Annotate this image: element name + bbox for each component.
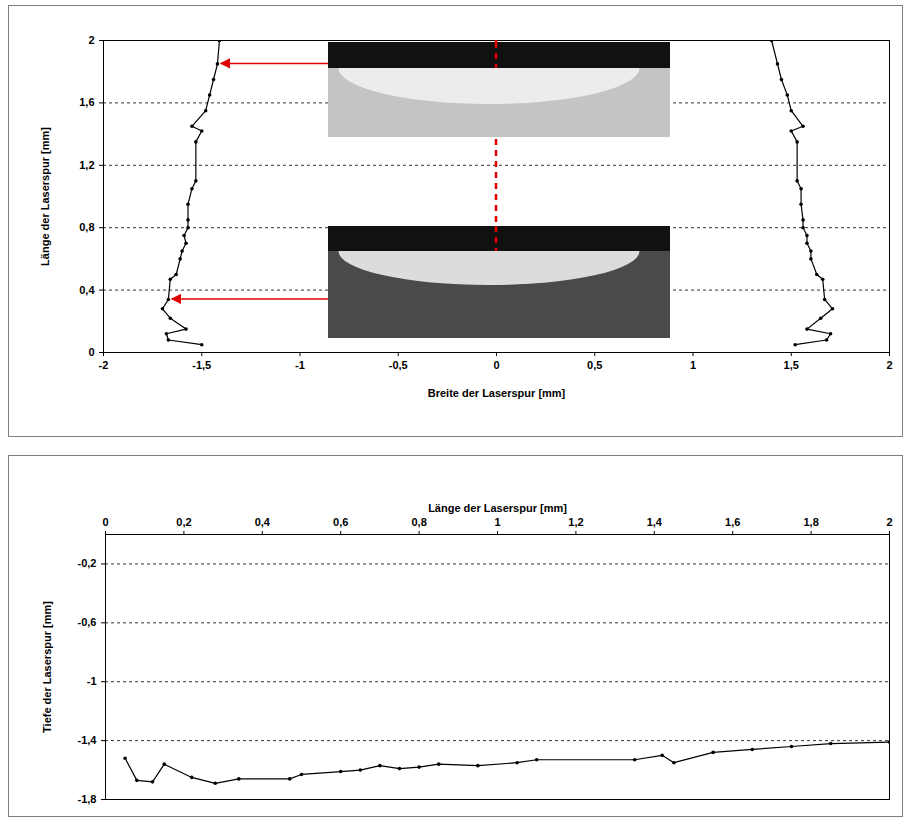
svg-text:2: 2 [886, 359, 892, 371]
svg-text:1: 1 [494, 516, 500, 528]
svg-text:0,8: 0,8 [411, 516, 426, 528]
svg-text:1,6: 1,6 [725, 516, 740, 528]
svg-text:-1,5: -1,5 [192, 359, 211, 371]
svg-text:1,2: 1,2 [79, 159, 94, 171]
svg-text:1,6: 1,6 [79, 96, 94, 108]
svg-text:Tiefe der Laserspur [mm]: Tiefe der Laserspur [mm] [41, 601, 53, 733]
svg-text:0,6: 0,6 [333, 516, 348, 528]
svg-text:-0,2: -0,2 [78, 557, 97, 569]
svg-text:0: 0 [493, 359, 499, 371]
svg-text:0: 0 [88, 346, 94, 358]
svg-text:Länge der Laserspur [mm]: Länge der Laserspur [mm] [428, 502, 567, 514]
svg-text:1: 1 [690, 359, 696, 371]
svg-text:1,8: 1,8 [803, 516, 818, 528]
svg-text:0,4: 0,4 [79, 284, 95, 296]
svg-text:1,2: 1,2 [568, 516, 583, 528]
svg-text:0,2: 0,2 [176, 516, 191, 528]
svg-text:1,4: 1,4 [647, 516, 663, 528]
svg-text:-0,5: -0,5 [389, 359, 408, 371]
svg-text:Breite der Laserspur [mm]: Breite der Laserspur [mm] [428, 387, 566, 399]
svg-text:-1,4: -1,4 [78, 734, 98, 746]
svg-text:2: 2 [88, 34, 94, 46]
svg-text:0,8: 0,8 [79, 221, 94, 233]
svg-text:-1: -1 [295, 359, 305, 371]
svg-text:Länge der Laserspur [mm]: Länge der Laserspur [mm] [39, 127, 51, 266]
svg-text:0: 0 [102, 516, 108, 528]
svg-text:0,4: 0,4 [255, 516, 271, 528]
svg-text:-0,6: -0,6 [78, 616, 97, 628]
svg-text:1,5: 1,5 [784, 359, 799, 371]
svg-text:0,5: 0,5 [587, 359, 602, 371]
svg-text:-1: -1 [87, 675, 97, 687]
svg-text:-2: -2 [99, 359, 109, 371]
svg-text:2: 2 [886, 516, 892, 528]
svg-text:-1,8: -1,8 [78, 793, 97, 805]
